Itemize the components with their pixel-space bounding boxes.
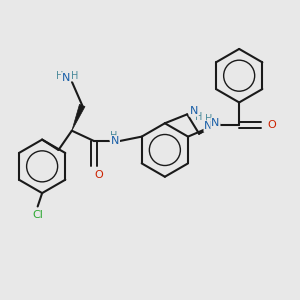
Text: H: H xyxy=(110,131,118,141)
Text: N: N xyxy=(204,121,213,131)
Text: H: H xyxy=(56,71,64,81)
Text: N: N xyxy=(190,106,198,116)
Text: N: N xyxy=(62,73,70,83)
Text: Cl: Cl xyxy=(32,210,43,220)
Text: O: O xyxy=(268,120,276,130)
Text: H: H xyxy=(71,71,79,81)
Text: N: N xyxy=(211,118,220,128)
Polygon shape xyxy=(72,104,85,131)
Text: H: H xyxy=(205,114,212,124)
Text: N: N xyxy=(111,136,119,146)
Text: O: O xyxy=(94,170,103,180)
Text: H: H xyxy=(195,112,202,122)
